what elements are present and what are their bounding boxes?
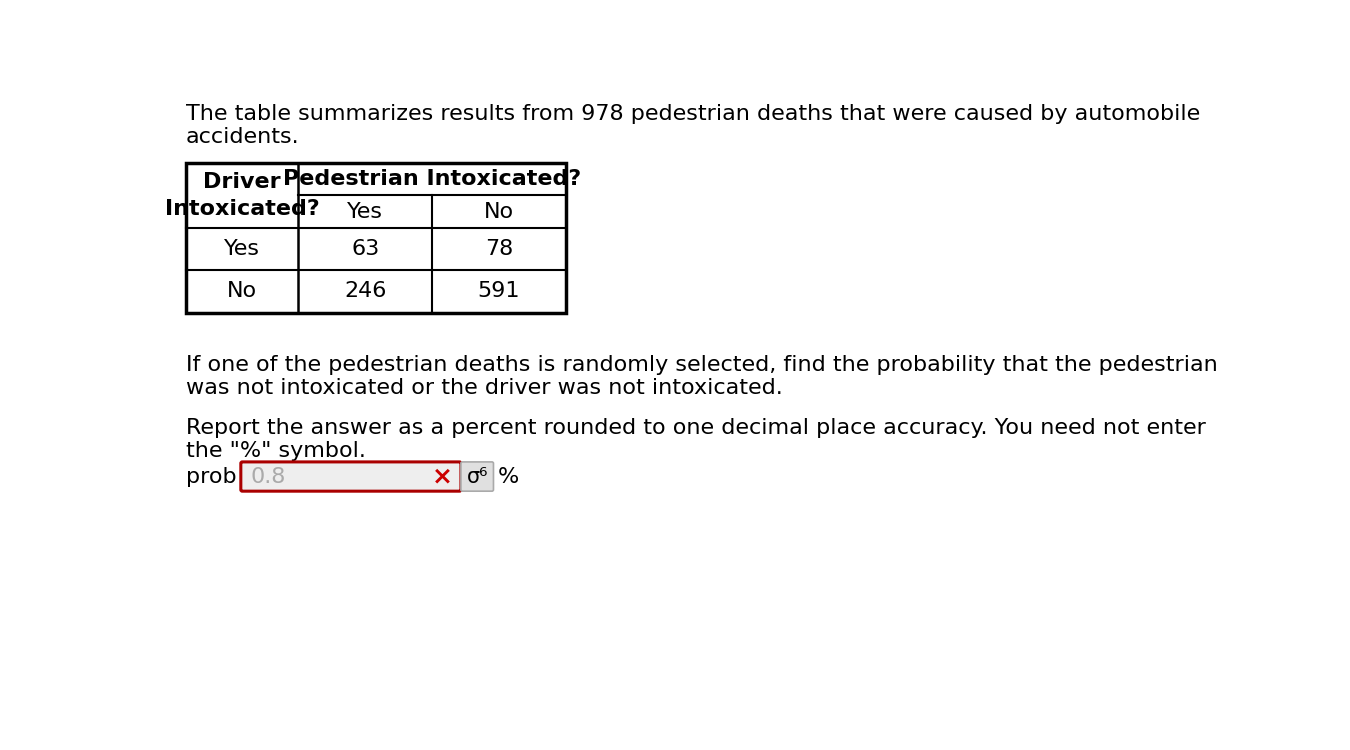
Text: No: No (483, 202, 514, 222)
FancyBboxPatch shape (240, 462, 460, 491)
Text: 0.8: 0.8 (250, 466, 285, 487)
Text: %: % (498, 466, 520, 487)
Text: accidents.: accidents. (186, 127, 300, 147)
Text: Pedestrian Intoxicated?: Pedestrian Intoxicated? (282, 170, 580, 189)
Text: 63: 63 (351, 239, 379, 259)
Text: Yes: Yes (347, 202, 383, 222)
Text: 246: 246 (344, 281, 386, 302)
Text: 78: 78 (485, 239, 513, 259)
Text: Driver
Intoxicated?: Driver Intoxicated? (165, 172, 320, 219)
Text: If one of the pedestrian deaths is randomly selected, find the probability that : If one of the pedestrian deaths is rando… (186, 355, 1218, 375)
Text: No: No (227, 281, 256, 302)
Text: prob =: prob = (186, 466, 269, 487)
FancyBboxPatch shape (460, 462, 494, 491)
Text: was not intoxicated or the driver was not intoxicated.: was not intoxicated or the driver was no… (186, 378, 783, 398)
Text: the "%" symbol.: the "%" symbol. (186, 441, 366, 461)
Text: σ⁶: σ⁶ (467, 466, 487, 487)
Text: ×: × (432, 464, 452, 488)
Text: The table summarizes results from 978 pedestrian deaths that were caused by auto: The table summarizes results from 978 pe… (186, 104, 1200, 124)
Text: Report the answer as a percent rounded to one decimal place accuracy. You need n: Report the answer as a percent rounded t… (186, 418, 1206, 438)
Text: 591: 591 (478, 281, 520, 302)
Text: Yes: Yes (224, 239, 261, 259)
Bar (186, 164, 566, 313)
